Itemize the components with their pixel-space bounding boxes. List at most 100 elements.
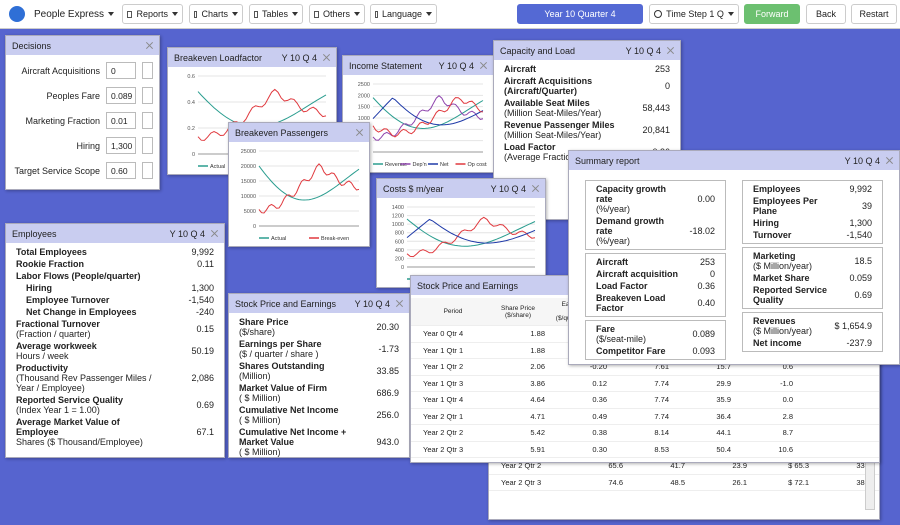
- period-label: Year 10 Quarter 4: [544, 9, 616, 19]
- stat-name: Total Employees: [16, 247, 87, 257]
- menu-button[interactable]: Others: [309, 4, 365, 24]
- summary-group: Capacity growth rate (%/year) 0.00 Demand g…: [585, 180, 726, 250]
- table-cell: 0.0: [782, 395, 793, 405]
- table-row: Year 1 Qtr 2 2.06 -0.20 7.61 15.7 0.6: [411, 359, 879, 376]
- table-cell: -0.20: [589, 362, 607, 372]
- stat-value: 0.69: [196, 400, 214, 410]
- y-tick-label: 600: [395, 239, 404, 245]
- stat-row: Net income -237.9: [743, 337, 882, 349]
- stat-row: Available Seat Miles (Million Seat-Miles/…: [494, 97, 680, 119]
- table-cell: Year 1 Qtr 1: [423, 345, 464, 355]
- stat-name: Market Share: [753, 273, 810, 283]
- stat-row: Aircraft Acquisitions (Aircraft/Quarter)…: [494, 75, 680, 97]
- stat-unit: (Million Seat-Miles/Year): [504, 108, 602, 118]
- close-button[interactable]: [356, 129, 363, 136]
- stat-name: Cumulative Net Income + Market Value: [239, 427, 347, 447]
- window: Costs $ m/year Y 10 Q 4 1400 1200 1000 800 600…: [376, 178, 546, 288]
- table-cell: 0.30: [592, 444, 607, 454]
- menu-button[interactable]: Language: [370, 4, 437, 24]
- stat-label: Net income: [753, 338, 802, 348]
- close-button[interactable]: [532, 185, 539, 192]
- close-button[interactable]: [323, 54, 330, 61]
- window-header: Breakeven Loadfactor Y 10 Q 4: [168, 48, 336, 67]
- stat-unit: (%/year): [596, 236, 631, 246]
- close-button[interactable]: [211, 230, 218, 237]
- stat-label: Employees: [753, 184, 801, 194]
- stat-name: Cumulative Net Income: [239, 405, 339, 415]
- stat-row: Rookie Fraction 0.11: [6, 258, 224, 270]
- stat-value: 39: [861, 201, 872, 211]
- stat-label: Capacity growth rate (%/year): [596, 184, 682, 214]
- menu-button[interactable]: Tables: [249, 4, 303, 24]
- toolbar-button[interactable]: Forward: [744, 4, 800, 24]
- toolbar-button[interactable]: Back: [806, 4, 846, 24]
- close-button[interactable]: [886, 157, 893, 164]
- toolbar-button[interactable]: Restart: [851, 4, 897, 24]
- window-title: Breakeven Passengers: [235, 127, 329, 138]
- close-button[interactable]: [480, 62, 487, 69]
- stat-name: Aircraft: [596, 257, 629, 267]
- stat-value: 9,992: [849, 184, 872, 194]
- stat-name: Productivity: [16, 363, 69, 373]
- table-row: Year 2 Qtr 1 4.71 0.49 7.74 36.4 2.8: [411, 409, 879, 425]
- stat-unit: ($ Million/year): [753, 261, 813, 271]
- stat-name: Share Price: [239, 317, 289, 327]
- stat-label: Cumulative Net Income( $ Million): [239, 405, 339, 425]
- table-cell: 0.6: [782, 362, 793, 372]
- table-cell: 23.9: [732, 461, 747, 471]
- number-input[interactable]: 0.01: [106, 112, 136, 129]
- spinner[interactable]: [142, 62, 153, 79]
- number-input[interactable]: 0: [106, 62, 136, 79]
- table-cell: Year 1 Qtr 4: [423, 395, 464, 405]
- table-cell: 0.36: [592, 395, 607, 405]
- time-step[interactable]: Time Step 1 Q: [649, 4, 739, 24]
- caret: [727, 12, 734, 16]
- window-period: Y 10 Q 4: [625, 45, 661, 56]
- close-button[interactable]: [146, 42, 153, 49]
- spinner[interactable]: [142, 112, 153, 129]
- stat-value: -240: [195, 307, 214, 317]
- stat-value: 0.059: [849, 273, 872, 283]
- number-input[interactable]: 1,300: [106, 137, 136, 154]
- stat-label: Hiring: [753, 218, 779, 228]
- y-tick-label: 1000: [358, 116, 370, 122]
- stat-value: 9,992: [191, 247, 214, 257]
- stat-name: Shares Outstanding: [239, 361, 325, 371]
- stat-label: Cumulative Net Income + Market Value( $ …: [239, 427, 354, 457]
- stat-value: 0.00: [697, 194, 715, 204]
- spinner[interactable]: [142, 87, 153, 104]
- menu-button[interactable]: Reports: [122, 4, 183, 24]
- close-button[interactable]: [667, 47, 674, 54]
- close-button[interactable]: [396, 300, 403, 307]
- number-input[interactable]: 0.60: [106, 162, 136, 179]
- y-tick-label: 0.2: [187, 126, 195, 132]
- spinner[interactable]: [142, 137, 153, 154]
- window-header: Employees Y 10 Q 4: [6, 224, 224, 243]
- stat-row: Aircraft 253: [494, 63, 680, 75]
- stat-unit: (Thousand Rev Passenger Miles / Year / E…: [16, 373, 152, 393]
- caret: [426, 12, 432, 16]
- window-body: Capacity growth rate (%/year) 0.00 Demand g…: [569, 170, 899, 364]
- series-line: [372, 97, 484, 130]
- window-title: Stock Price and Earnings: [235, 298, 337, 309]
- spinner[interactable]: [142, 162, 153, 179]
- window-body: Share Price ($/share) 20.30 Earnings per Sh…: [229, 313, 409, 457]
- app-menu[interactable]: People Express: [30, 4, 119, 24]
- stat-label: Share Price ($/share): [239, 317, 289, 337]
- stat-value: 1,300: [191, 283, 214, 293]
- stat-name: Fare: [596, 324, 616, 334]
- stat-label: Available Seat Miles (Million Seat-Miles/…: [504, 98, 601, 118]
- table-cell: 7.74: [654, 411, 669, 421]
- y-tick-label: 20000: [241, 164, 256, 170]
- stat-value: -18.02: [689, 226, 715, 236]
- menu-button[interactable]: Charts: [189, 4, 243, 24]
- stat-row: Fractional Turnover (Fraction / quarter) 0…: [6, 318, 224, 340]
- stat-label: Aircraft: [596, 257, 628, 267]
- number-input[interactable]: 0.089: [106, 87, 136, 104]
- stat-name: Aircraft: [504, 64, 537, 74]
- stat-label: Competitor Fare: [596, 346, 666, 356]
- y-tick-label: 2500: [358, 82, 370, 88]
- field-row: Target Service Scope 0.60: [6, 158, 159, 183]
- stat-label: Load Factor (Average Fraction Utilized): [504, 142, 610, 162]
- y-tick-label: 10000: [241, 194, 256, 200]
